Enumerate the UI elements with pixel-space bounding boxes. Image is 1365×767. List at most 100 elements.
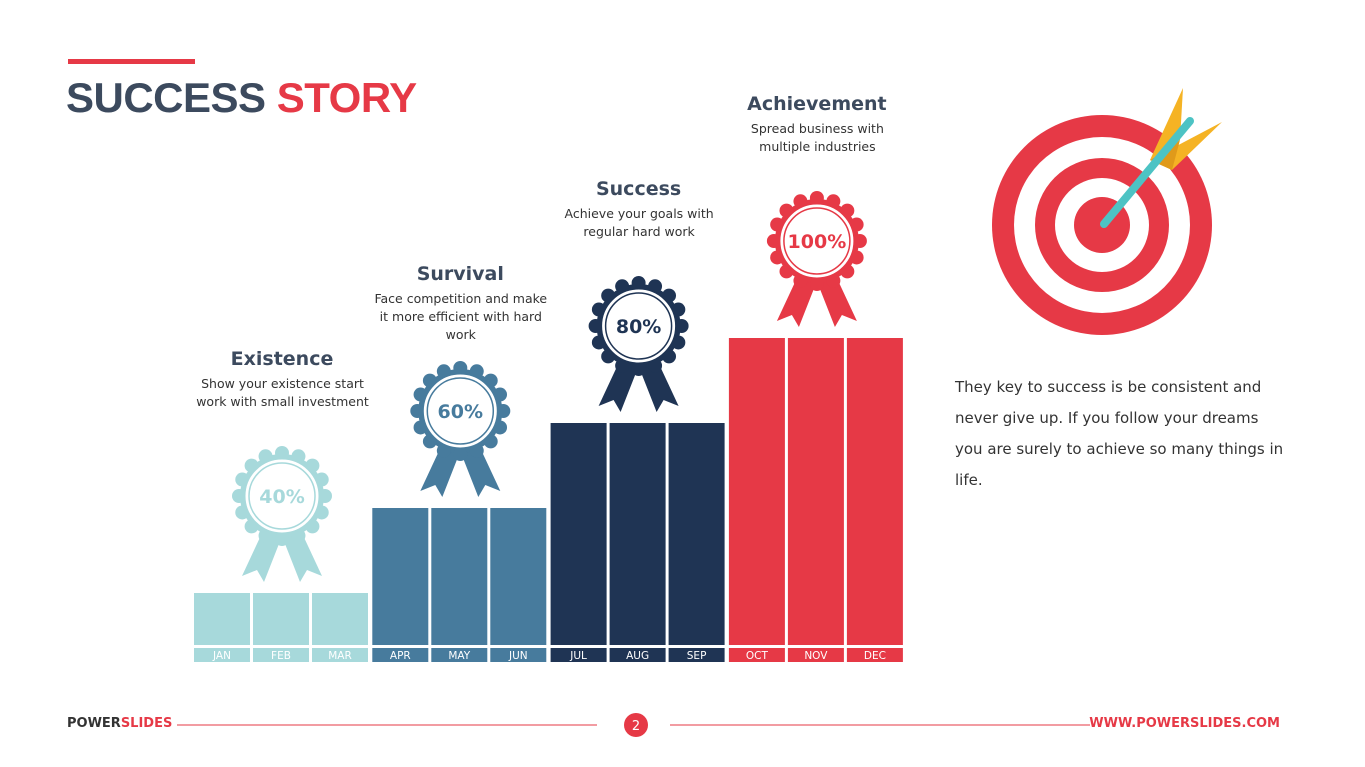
brand-dark: POWER — [67, 716, 121, 731]
rosette-scallop — [793, 273, 808, 288]
badge: 40% — [232, 446, 332, 582]
rosette-scallop — [483, 373, 498, 388]
badge-value: 100% — [788, 231, 847, 253]
stage-title: Existence — [230, 348, 334, 370]
rosette-scallop — [305, 519, 320, 534]
month-strip — [550, 648, 607, 662]
stage-desc: Show your existence start work with smal… — [196, 376, 369, 409]
rosette-scallop — [601, 349, 616, 364]
bar — [609, 423, 666, 645]
rosette-scallop — [244, 458, 259, 473]
rosette-scallop — [674, 319, 689, 333]
month-strip — [372, 648, 429, 662]
stage-title: Success — [595, 178, 682, 200]
rosette-scallop — [766, 234, 781, 248]
rosette-scallop — [305, 458, 320, 473]
month-label: DEC — [864, 650, 886, 662]
month-label: JUN — [508, 650, 528, 662]
rosette-scallop — [275, 532, 289, 546]
rosette-scallop — [631, 362, 646, 376]
month-strip — [609, 648, 666, 662]
rosette-scallop — [591, 335, 606, 350]
badge: 100% — [766, 191, 867, 327]
bar — [253, 593, 309, 645]
badge: 60% — [410, 361, 511, 497]
month-strip — [194, 648, 250, 662]
month-strip — [490, 648, 547, 662]
month-strip — [668, 648, 725, 662]
url: WWW.POWERSLIDES.COM — [1089, 716, 1280, 731]
rosette-scallop — [410, 404, 425, 418]
rosette-scallop — [235, 472, 250, 487]
rosette-scallop — [826, 273, 841, 288]
rosette-scallop — [258, 528, 273, 543]
rosette-scallop — [493, 387, 508, 402]
rosette-scallop — [770, 217, 785, 232]
rosette-scallop — [671, 302, 686, 317]
rosette-scallop — [770, 250, 785, 265]
brand-red: SLIDES — [120, 716, 173, 731]
stage-title: Survival — [416, 263, 504, 285]
rosette-ring — [604, 292, 673, 360]
rosette-scallop — [779, 264, 794, 279]
rosette-scallop — [275, 446, 289, 460]
month-strip — [787, 648, 844, 662]
accent-bar — [68, 59, 195, 64]
rosette-scallop — [849, 217, 864, 232]
rosette-scallop — [662, 349, 677, 364]
month-label: JUL — [569, 650, 587, 662]
rosette-scallop — [244, 519, 259, 534]
rosette-scallop — [314, 472, 329, 487]
month-strip — [431, 648, 488, 662]
rosette-ring — [248, 462, 316, 530]
rosette-inner — [422, 373, 498, 449]
rosette-scallop — [232, 489, 246, 503]
stage-desc: Achieve your goals with regular hard wor… — [564, 206, 714, 239]
page-number: 2 — [632, 719, 640, 734]
bar — [431, 508, 488, 645]
rosette-scallop — [413, 387, 428, 402]
month-strip — [728, 648, 785, 662]
month-label: SEP — [687, 650, 707, 662]
rosette-scallop — [793, 194, 808, 209]
rosette-scallop — [422, 373, 437, 388]
page-badge — [624, 713, 648, 737]
target — [992, 88, 1222, 335]
rosette-scallop — [422, 434, 437, 449]
rosette-ring — [426, 377, 495, 445]
rosette-scallop — [648, 279, 663, 294]
month-label: APR — [390, 650, 411, 662]
badge-value: 40% — [259, 486, 304, 508]
bar — [490, 508, 547, 645]
rosette-scallop — [601, 288, 616, 303]
rosette-scallop — [809, 191, 824, 205]
bar — [728, 338, 785, 645]
rosette-scallop — [483, 434, 498, 449]
brand: POWERSLIDES — [67, 716, 172, 731]
rosette-scallop — [318, 489, 332, 503]
bar — [550, 423, 607, 645]
rosette-ring — [783, 207, 851, 275]
rosette-scallop — [615, 358, 630, 373]
month-label: FEB — [271, 650, 291, 662]
month-strip — [846, 648, 903, 662]
month-label: OCT — [746, 650, 769, 662]
month-label: AUG — [626, 650, 649, 662]
bar — [668, 423, 725, 645]
stage-desc: Face competition and make it more effici… — [374, 291, 548, 342]
rosette-scallop — [493, 420, 508, 435]
month-strip — [312, 648, 368, 662]
bar — [312, 593, 368, 645]
badge-value: 60% — [438, 401, 483, 423]
note: They key to success is be consistent and… — [955, 378, 1284, 489]
rosette-scallop — [615, 279, 630, 294]
rosette-scallop — [852, 234, 867, 248]
rosette-scallop — [671, 335, 686, 350]
rosette-scallop — [291, 449, 306, 464]
bar — [372, 508, 429, 645]
bar — [194, 593, 250, 645]
rosette-scallop — [840, 203, 855, 218]
month-label: NOV — [804, 650, 828, 662]
